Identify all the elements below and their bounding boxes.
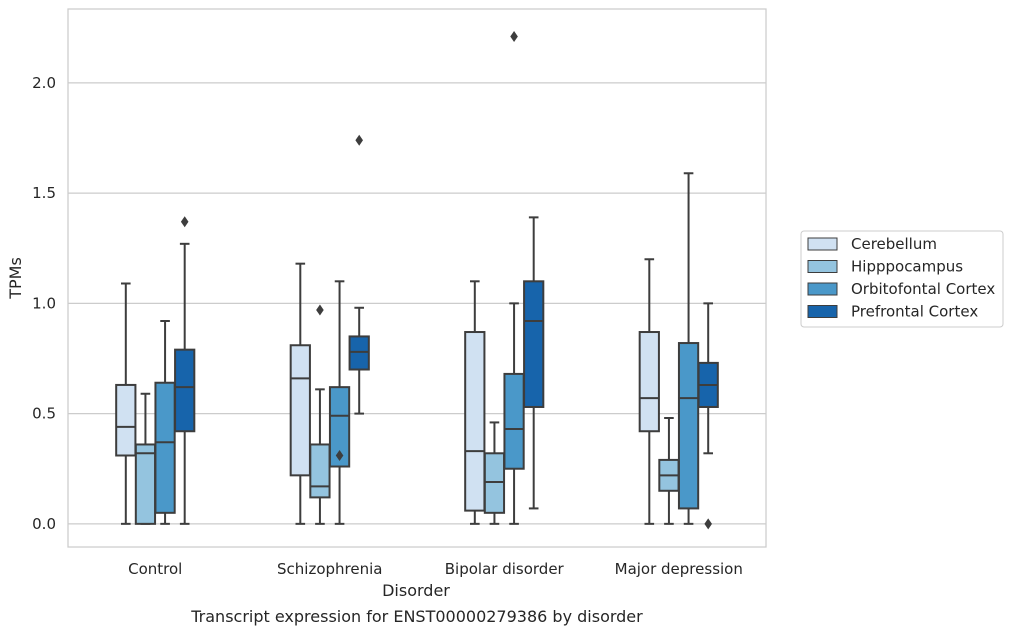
legend-label: Hipppocampus [851, 258, 963, 276]
legend-swatch [807, 282, 838, 296]
box-prefrontal-cortex [174, 216, 196, 525]
box-cerebellum [464, 280, 486, 525]
box-iqr [134, 443, 157, 525]
box-series [115, 31, 719, 530]
y-tick-label: 0.5 [32, 405, 56, 423]
outlier-point [355, 134, 363, 146]
box-orbitofontal-cortex [503, 31, 525, 525]
legend-swatch [807, 305, 838, 318]
x-tick-label: Bipolar disorder [445, 560, 565, 578]
box-hipppocampus [483, 421, 506, 525]
box-orbitofontal-cortex [677, 172, 700, 525]
box-iqr [289, 344, 311, 477]
outlier-point [510, 31, 518, 43]
legend-swatch [807, 260, 838, 273]
y-tick-label: 1.5 [32, 184, 56, 202]
y-tick-label: 0.0 [32, 515, 56, 533]
y-tick-label: 1.0 [32, 294, 56, 312]
legend-label: Cerebellum [851, 235, 937, 253]
box-iqr [677, 342, 700, 510]
legend-swatch [807, 237, 838, 251]
box-prefrontal-cortex [523, 216, 545, 510]
box-iqr [523, 280, 545, 408]
box-orbitofontal-cortex [328, 280, 351, 525]
outlier-point [316, 304, 324, 316]
y-tick-label: 2.0 [32, 74, 56, 92]
box-iqr [328, 386, 351, 468]
box-orbitofontal-cortex [154, 319, 176, 525]
x-tick-label: Major depression [615, 560, 743, 578]
outlier-point [180, 216, 189, 228]
y-axis-ticks: 0.0 0.5 1.0 1.5 2.0 [32, 74, 56, 533]
legend: Cerebellum Hipppocampus Orbitofontal Corte… [800, 230, 1004, 328]
x-tick-label: Schizophrenia [277, 560, 382, 578]
box-iqr [638, 331, 660, 433]
box-cerebellum [638, 258, 660, 525]
outlier-point [704, 518, 712, 530]
legend-box [800, 230, 1004, 328]
box-hipppocampus [309, 304, 331, 525]
chart-title: Transcript expression for ENST0000027938… [190, 607, 643, 626]
box-prefrontal-cortex [697, 302, 719, 530]
legend-label: Orbitofontal Cortex [851, 280, 995, 298]
box-prefrontal-cortex [348, 134, 370, 415]
y-axis-label: TPMs [6, 257, 25, 300]
plot-frame [67, 8, 767, 548]
box-iqr [483, 452, 506, 514]
box-cerebellum [115, 282, 137, 525]
x-axis-label: Disorder [382, 581, 450, 600]
box-iqr [503, 372, 525, 470]
box-iqr [174, 348, 196, 433]
box-iqr [154, 381, 176, 514]
x-axis-ticks: Control Schizophrenia Bipolar disorder Majo… [128, 560, 743, 578]
box-iqr [115, 383, 137, 457]
box-iqr [309, 443, 331, 499]
legend-label: Prefrontal Cortex [851, 303, 978, 321]
outlier-point [335, 449, 344, 461]
box-hipppocampus [658, 417, 680, 525]
box-cerebellum [289, 262, 311, 525]
box-iqr [348, 335, 370, 371]
box-iqr [464, 331, 486, 512]
x-tick-label: Control [128, 560, 182, 578]
